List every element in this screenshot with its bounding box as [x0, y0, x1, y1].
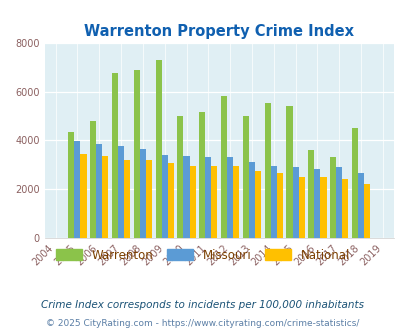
- Bar: [80, 154, 86, 238]
- Bar: [226, 157, 232, 238]
- Bar: [183, 156, 189, 238]
- Bar: [232, 166, 239, 238]
- Bar: [276, 173, 282, 238]
- Bar: [124, 160, 130, 238]
- Bar: [363, 184, 369, 238]
- Bar: [248, 162, 254, 238]
- Bar: [68, 132, 74, 238]
- Bar: [298, 177, 304, 238]
- Bar: [199, 112, 205, 238]
- Bar: [254, 171, 260, 238]
- Bar: [90, 121, 96, 238]
- Bar: [112, 73, 118, 238]
- Bar: [220, 96, 226, 238]
- Bar: [74, 142, 80, 238]
- Bar: [155, 60, 161, 238]
- Bar: [177, 116, 183, 238]
- Bar: [242, 116, 248, 238]
- Bar: [118, 146, 124, 238]
- Bar: [313, 170, 320, 238]
- Title: Warrenton Property Crime Index: Warrenton Property Crime Index: [84, 24, 354, 39]
- Text: © 2025 CityRating.com - https://www.cityrating.com/crime-statistics/: © 2025 CityRating.com - https://www.city…: [46, 319, 359, 328]
- Bar: [211, 166, 217, 238]
- Bar: [161, 155, 167, 238]
- Bar: [307, 150, 313, 238]
- Bar: [341, 179, 347, 238]
- Bar: [320, 177, 326, 238]
- Bar: [96, 144, 102, 238]
- Bar: [139, 149, 145, 238]
- Bar: [167, 163, 173, 238]
- Bar: [335, 167, 341, 238]
- Bar: [292, 167, 298, 238]
- Bar: [205, 157, 211, 238]
- Bar: [357, 173, 363, 238]
- Bar: [189, 166, 195, 238]
- Bar: [145, 160, 151, 238]
- Bar: [329, 157, 335, 238]
- Text: Crime Index corresponds to incidents per 100,000 inhabitants: Crime Index corresponds to incidents per…: [41, 300, 364, 310]
- Bar: [133, 70, 139, 238]
- Bar: [351, 128, 357, 238]
- Legend: Warrenton, Missouri, National: Warrenton, Missouri, National: [51, 244, 354, 266]
- Bar: [102, 156, 108, 238]
- Bar: [264, 103, 270, 238]
- Bar: [270, 166, 276, 238]
- Bar: [286, 106, 292, 238]
